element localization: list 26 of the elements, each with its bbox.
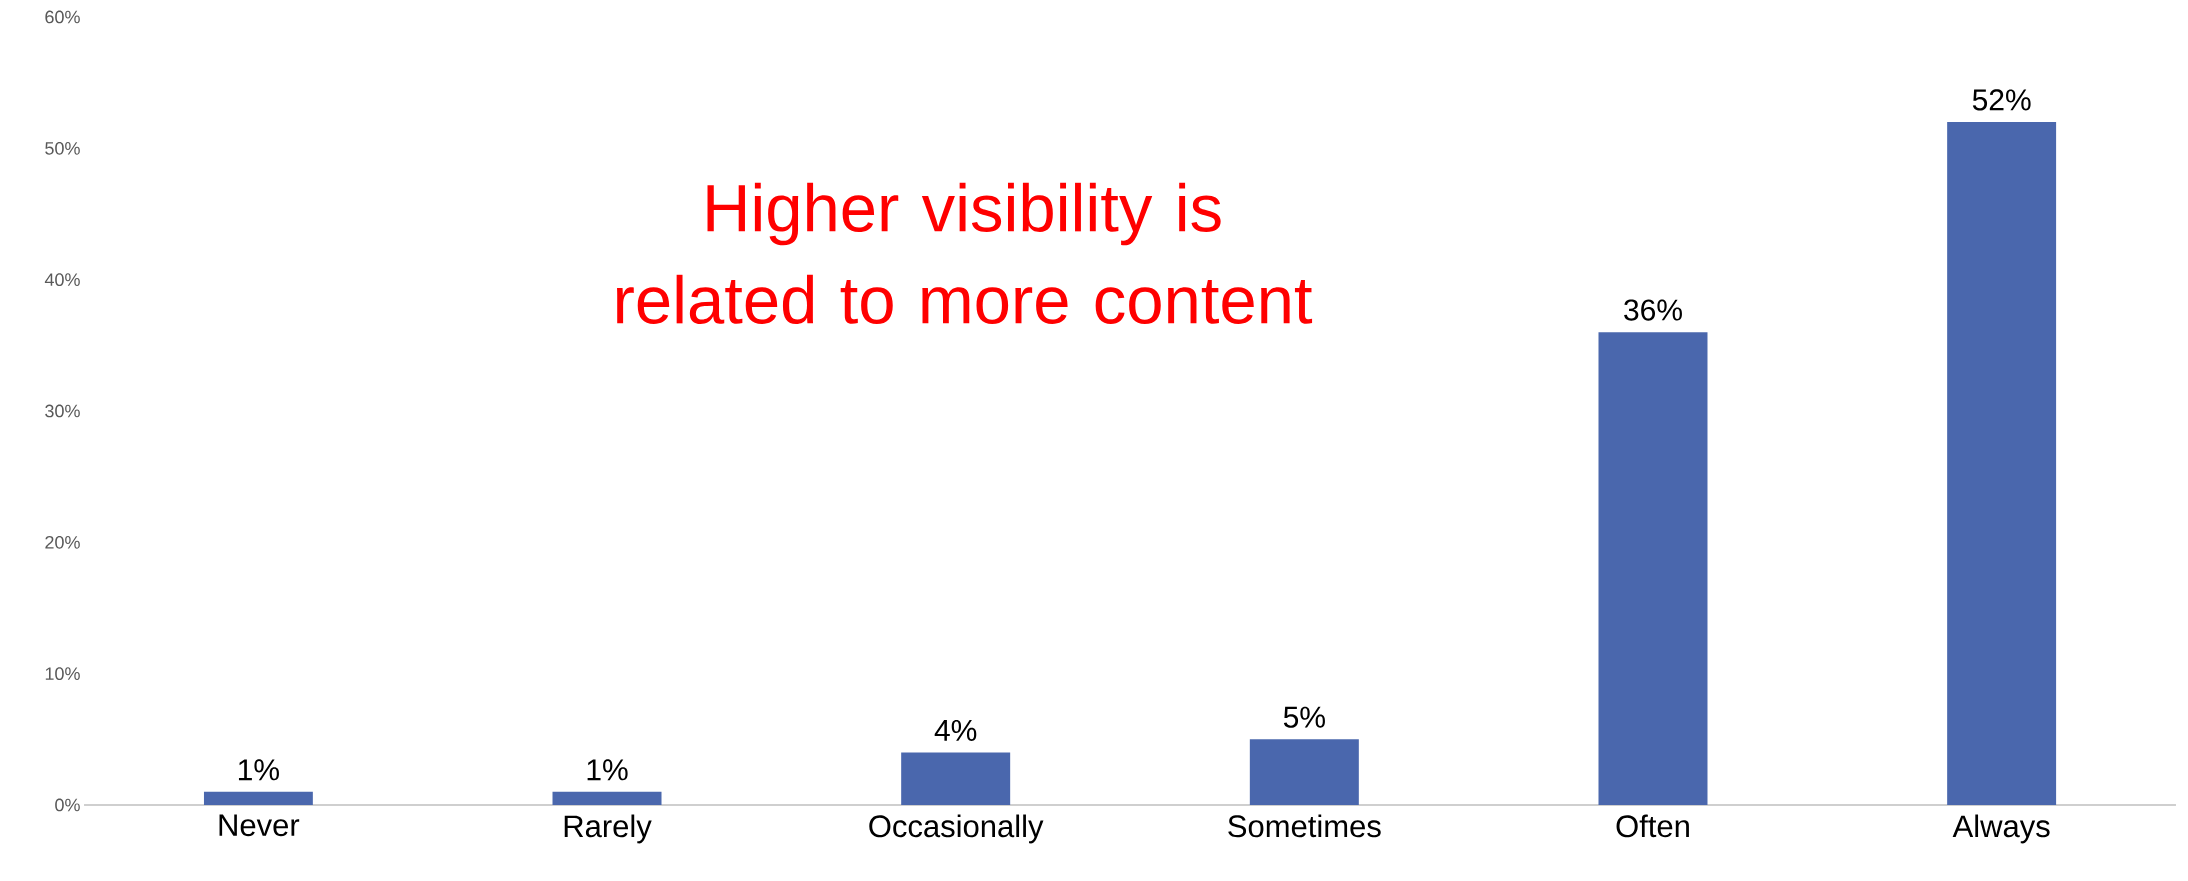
bar [552, 791, 662, 805]
x-tick-label: Sometimes [1228, 814, 1381, 838]
x-tick-label: Rarely [564, 814, 652, 844]
y-tick-label: 10% [45, 667, 80, 681]
x-tick-label: Often [1616, 814, 1689, 838]
bar [203, 791, 313, 805]
bar [1947, 122, 2057, 805]
bar [1598, 332, 1708, 805]
data-label: 4% [934, 719, 977, 741]
y-tick-label: 30% [45, 404, 80, 418]
x-tick-label: Always [1952, 814, 2050, 844]
y-tick-label: 0% [55, 798, 80, 812]
data-label: 1% [587, 759, 628, 781]
y-tick-label: 50% [45, 141, 80, 155]
data-label: 1% [238, 759, 279, 781]
y-tick-label: 20% [45, 535, 80, 549]
bar [901, 752, 1011, 805]
x-tick-label: Occasionally [869, 814, 1044, 844]
data-label: 52% [1972, 89, 2031, 111]
x-tick-label: Never [219, 814, 300, 837]
bar [1249, 739, 1359, 805]
annotation: Higher visibility is related to more content [617, 182, 1313, 324]
data-label: 5% [1283, 706, 1325, 728]
y-tick-label: 40% [44, 273, 80, 287]
data-label: 36% [1624, 299, 1682, 321]
y-tick-label: 60% [45, 10, 80, 24]
